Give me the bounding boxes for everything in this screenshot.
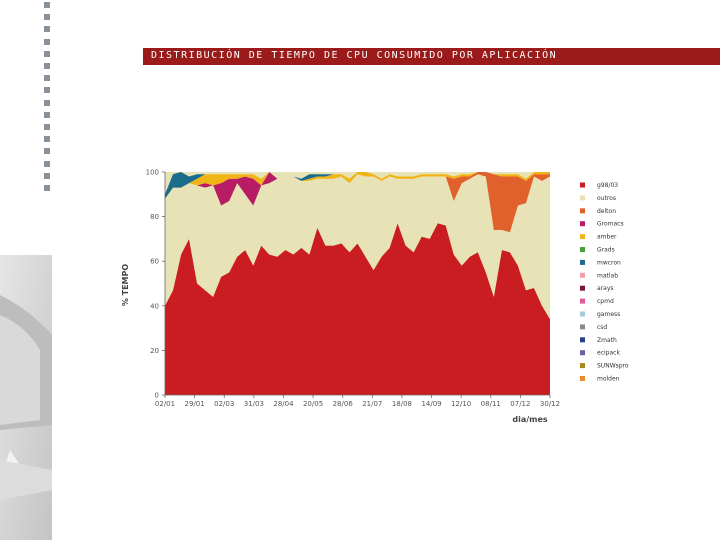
x-tick-label: 28/04: [273, 400, 294, 408]
legend-label: Gromacs: [597, 221, 624, 228]
chart-legend: g98/03 outros delton Gromacs amber Grads mwcro…: [580, 182, 629, 383]
legend-label: SUNWspro: [597, 363, 629, 370]
legend-label: mwcron: [597, 259, 621, 266]
x-tick-label: 02/01: [155, 400, 175, 408]
legend-item: g98/03: [580, 182, 618, 189]
legend-swatch: [580, 208, 585, 214]
legend-swatch: [580, 182, 585, 188]
legend-swatch: [580, 350, 585, 356]
title-bar: DISTRIBUCIÓN DE TIEMPO DE CPU CONSUMIDO …: [143, 48, 720, 65]
legend-swatch: [580, 337, 585, 343]
x-tick-label: 02/03: [214, 400, 234, 408]
y-tick-label: 40: [150, 302, 159, 310]
legend-swatch: [580, 285, 585, 291]
legend-swatch: [580, 272, 585, 278]
y-axis-title: % TEMPO: [121, 264, 130, 307]
legend-item: gamess: [580, 311, 620, 318]
y-tick-label: 0: [155, 392, 159, 400]
stacked-area-chart: 0 20 40 60 80 100 02/01 29/01 02/03 31/03 28/04 20/…: [121, 169, 629, 425]
legend-label: delton: [597, 208, 616, 215]
legend-label: cpmd: [597, 298, 614, 305]
legend-swatch: [580, 324, 585, 330]
legend-swatch: [580, 311, 585, 317]
legend-item: Zmath: [580, 337, 617, 344]
legend-swatch: [580, 363, 585, 369]
legend-label: amber: [597, 234, 617, 241]
x-tick-label: 08/11: [481, 400, 501, 408]
legend-label: g98/03: [597, 182, 618, 189]
page-title: DISTRIBUCIÓN DE TIEMPO DE CPU CONSUMIDO …: [151, 50, 558, 61]
legend-item: amber: [580, 234, 617, 241]
legend-label: csd: [597, 324, 607, 331]
x-tick-label: 20/05: [303, 400, 323, 408]
series-area-delton: [165, 172, 550, 233]
y-tick-label: 100: [146, 169, 159, 177]
legend-item: arays: [580, 285, 614, 292]
legend-swatch: [580, 259, 585, 265]
legend-item: cpmd: [580, 298, 614, 305]
legend-label: gamess: [597, 311, 620, 318]
x-tick-label: 18/08: [392, 400, 412, 408]
legend-swatch: [580, 195, 585, 201]
series-area-gromacs: [165, 172, 550, 206]
x-axis-title: dia/mes: [512, 415, 548, 424]
legend-label: ecipack: [597, 350, 620, 357]
legend-item: csd: [580, 324, 607, 331]
legend-item: Grads: [580, 247, 615, 254]
legend-label: outros: [597, 195, 616, 202]
decorative-background-graphic: [0, 255, 52, 540]
legend-label: matlab: [597, 272, 618, 279]
y-tick-label: 80: [150, 213, 159, 221]
x-tick-label: 30/12: [540, 400, 560, 408]
x-tick-label: 28/06: [333, 400, 354, 408]
legend-label: Grads: [597, 247, 615, 254]
legend-swatch: [580, 376, 585, 381]
y-tick-label: 60: [150, 258, 159, 266]
x-tick-label: 29/01: [185, 400, 205, 408]
legend-label: arays: [597, 285, 614, 292]
legend-item: outros: [580, 195, 616, 202]
legend-item: delton: [580, 208, 616, 215]
legend-item: ecipack: [580, 350, 620, 357]
legend-swatch: [580, 221, 585, 227]
x-tick-label: 21/07: [362, 400, 382, 408]
chart-axes: 0 20 40 60 80 100 02/01 29/01 02/03 31/03 28/04 20/…: [146, 169, 560, 409]
x-tick-label: 07/12: [510, 400, 530, 408]
legend-item: matlab: [580, 272, 618, 279]
legend-label: Zmath: [597, 337, 617, 344]
series-area-outros: [165, 174, 550, 320]
x-tick-label: 31/03: [244, 400, 264, 408]
x-tick-label: 14/09: [421, 400, 441, 408]
series-area-g98-03: [165, 223, 550, 395]
legend-swatch: [580, 247, 585, 252]
legend-item: Gromacs: [580, 221, 624, 228]
y-tick-label: 20: [150, 347, 159, 355]
legend-item: mwcron: [580, 259, 621, 266]
decorative-dot-column: [44, 0, 52, 200]
legend-swatch: [580, 234, 585, 240]
legend-item: molden: [580, 376, 620, 383]
legend-swatch: [580, 298, 585, 304]
legend-label: molden: [597, 376, 620, 383]
legend-item: SUNWspro: [580, 363, 629, 370]
series-area-mwcron: [165, 172, 550, 199]
plot-areas: [165, 172, 550, 395]
x-tick-label: 12/10: [451, 400, 471, 408]
